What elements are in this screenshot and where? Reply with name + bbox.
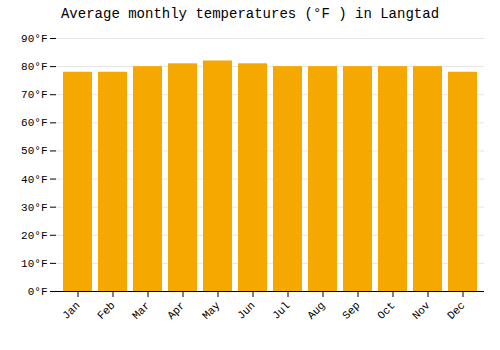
svg-text:Aug: Aug [305, 299, 327, 321]
svg-text:Sep: Sep [340, 299, 362, 321]
svg-text:40°F: 40°F [21, 174, 47, 186]
svg-text:Jun: Jun [235, 299, 257, 321]
svg-text:80°F: 80°F [21, 61, 47, 73]
html-text:Average monthly temperatures (: Average monthly temperatures (°F ) in La… [61, 6, 439, 22]
svg-text:20°F: 20°F [21, 230, 47, 242]
svg-text:60°F: 60°F [21, 117, 47, 129]
svg-text:50°F: 50°F [21, 145, 47, 157]
svg-text:Oct: Oct [375, 299, 397, 321]
svg-text:Mar: Mar [130, 299, 152, 321]
svg-text:Jul: Jul [270, 299, 292, 321]
svg-text:10°F: 10°F [21, 258, 47, 270]
svg-text:Nov: Nov [410, 299, 433, 322]
svg-text:70°F: 70°F [21, 89, 47, 101]
svg-text:Feb: Feb [95, 299, 117, 321]
svg-text:Dec: Dec [445, 299, 467, 321]
svg-text:Jan: Jan [60, 299, 82, 321]
svg-text:90°F: 90°F [21, 33, 47, 45]
svg-text:30°F: 30°F [21, 202, 47, 214]
svg-text:0°F: 0°F [28, 286, 48, 298]
svg-text:May: May [200, 299, 223, 322]
svg-text:Apr: Apr [165, 299, 187, 321]
